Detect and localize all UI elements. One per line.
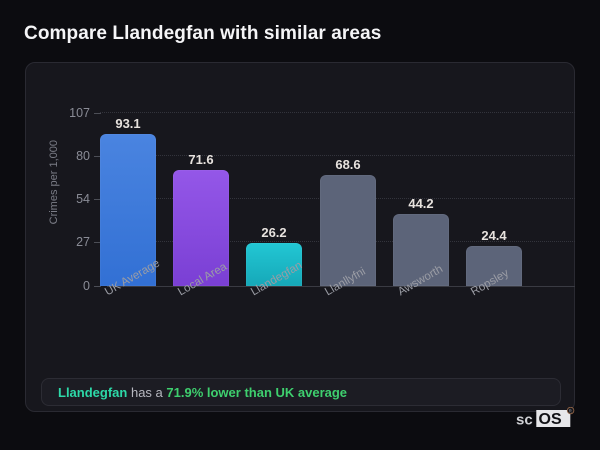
svg-text:sc: sc [516, 412, 533, 429]
svg-text:OS: OS [539, 411, 562, 428]
svg-text:R: R [569, 409, 572, 414]
